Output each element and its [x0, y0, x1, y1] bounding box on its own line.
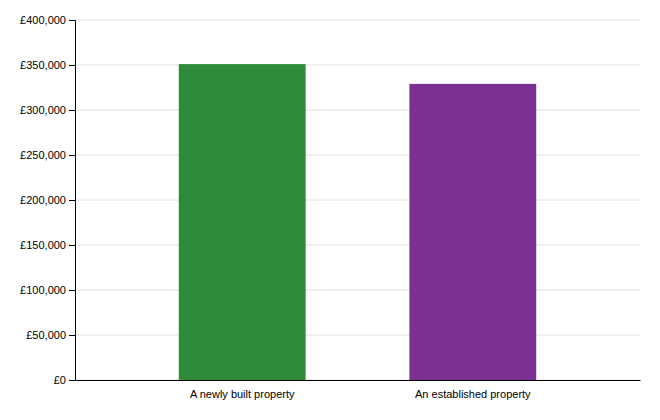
- tick-mark: [69, 20, 75, 21]
- axis-line: [76, 380, 641, 381]
- grid-line: [75, 20, 640, 21]
- tick: £50,000: [26, 329, 75, 341]
- bar: [179, 64, 306, 380]
- grid-line: [75, 110, 640, 111]
- tick: £150,000: [20, 239, 75, 251]
- tick-label: A newly built property: [190, 388, 295, 400]
- tick-mark: [69, 155, 75, 156]
- grid-line: [75, 65, 640, 66]
- tick-mark: [69, 335, 75, 336]
- grid: [75, 20, 640, 380]
- axis-line: [69, 21, 76, 381]
- tick-mark: [69, 290, 75, 291]
- tick: £350,000: [20, 59, 75, 71]
- grid-line: [75, 335, 640, 336]
- tick-label: £350,000: [20, 59, 66, 71]
- tick-mark: [69, 380, 75, 381]
- tick: £0: [54, 374, 75, 386]
- tick-label: An established property: [415, 388, 531, 400]
- plot: £0 £50,000 £100,000 £150,000 £200,000 £250,00…: [20, 14, 640, 400]
- bars: [179, 64, 536, 380]
- tick-mark: [69, 200, 75, 201]
- chart: £0 £50,000 £100,000 £150,000 £200,000 £250,00…: [0, 0, 660, 420]
- tick: £100,000: [20, 284, 75, 296]
- tick-label: £0: [54, 374, 66, 386]
- grid-line: [75, 380, 640, 381]
- tick: £200,000: [20, 194, 75, 206]
- tick-label: £250,000: [20, 149, 66, 161]
- tick-mark: [69, 65, 75, 66]
- tick: £250,000: [20, 149, 75, 161]
- bar: [409, 84, 536, 380]
- tick: £400,000: [20, 14, 75, 26]
- tick: An established property: [415, 388, 531, 400]
- grid-line: [75, 200, 640, 201]
- grid-line: [75, 245, 640, 246]
- tick: £300,000: [20, 104, 75, 116]
- grid-line: [75, 155, 640, 156]
- tick-label: £400,000: [20, 14, 66, 26]
- tick-mark: [69, 245, 75, 246]
- x-axis: A newly built property An established pro…: [76, 381, 641, 400]
- tick-label: £200,000: [20, 194, 66, 206]
- tick-label: £50,000: [26, 329, 66, 341]
- tick-mark: [69, 110, 75, 111]
- grid-line: [75, 290, 640, 291]
- y-axis: £0 £50,000 £100,000 £150,000 £200,000 £250,00…: [20, 14, 75, 386]
- tick-label: £150,000: [20, 239, 66, 251]
- tick: A newly built property: [190, 388, 295, 400]
- tick-label: £100,000: [20, 284, 66, 296]
- tick-label: £300,000: [20, 104, 66, 116]
